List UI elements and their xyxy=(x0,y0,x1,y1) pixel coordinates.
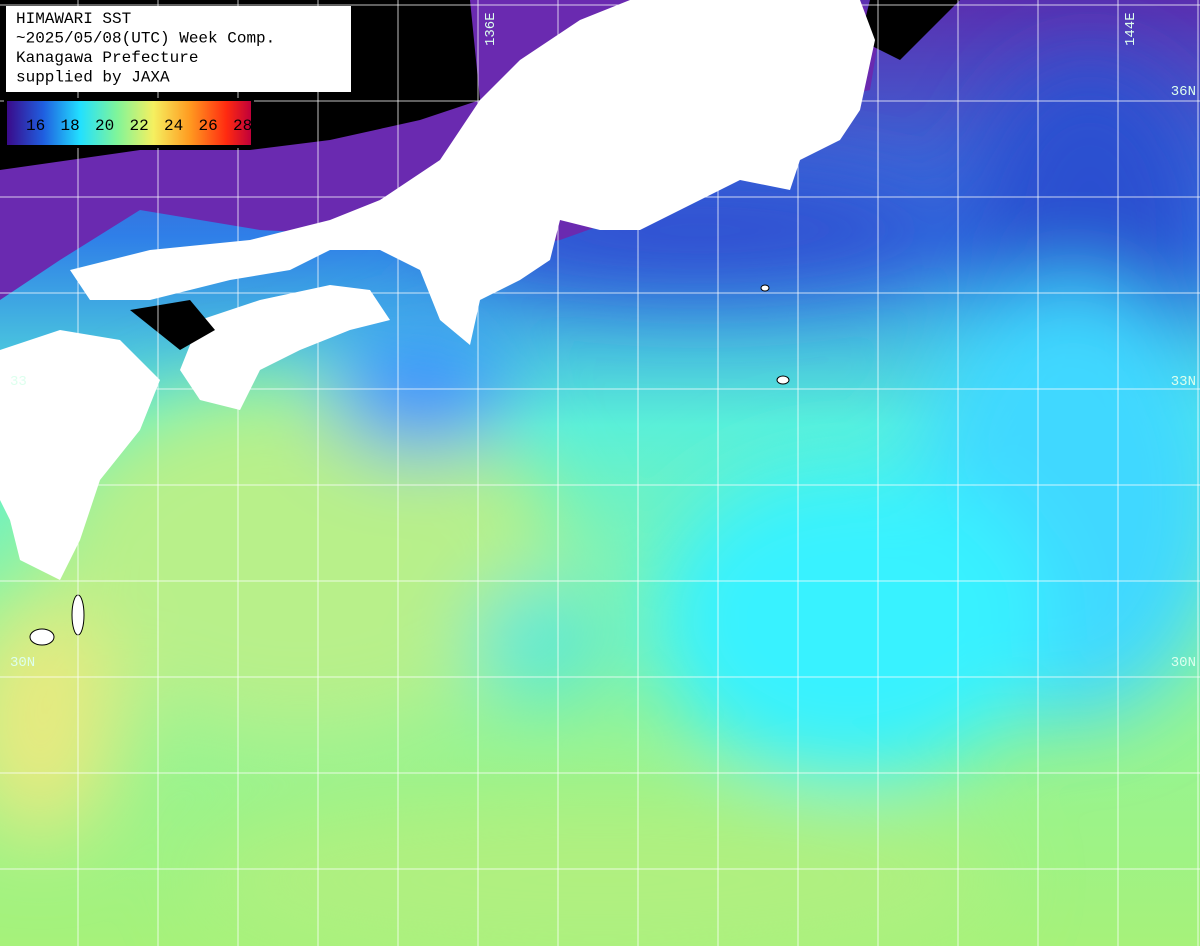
island xyxy=(29,628,55,646)
lat-label: 30N xyxy=(10,655,35,671)
lat-label: 36N xyxy=(1171,84,1196,100)
land-shikoku xyxy=(180,285,390,410)
colorbar-label: 24 xyxy=(164,117,183,135)
land-honshu xyxy=(70,0,875,345)
colorbar-label: 18 xyxy=(61,117,80,135)
island xyxy=(760,284,770,292)
colorbar-label: 20 xyxy=(95,117,114,135)
land-kyushu xyxy=(0,330,160,580)
header-line: HIMAWARI SST xyxy=(16,10,131,28)
colorbar-label: 22 xyxy=(130,117,149,135)
colorbar xyxy=(7,101,251,145)
colorbar-label: 28 xyxy=(233,117,252,135)
header-line: supplied by JAXA xyxy=(16,69,170,87)
lat-label: 33N xyxy=(1171,374,1196,390)
sst-patterns xyxy=(0,60,1200,946)
lon-label: 144E xyxy=(1123,12,1139,46)
header-line: Kanagawa Prefecture xyxy=(16,49,198,67)
header-box xyxy=(6,6,351,92)
header-line: ~2025/05/08(UTC) Week Comp. xyxy=(16,30,275,48)
colorbar-label: 16 xyxy=(26,117,45,135)
no-data-area xyxy=(130,300,215,350)
colorbar-label: 26 xyxy=(199,117,218,135)
no-data-area xyxy=(860,0,960,60)
lat-label: 33 xyxy=(10,374,27,390)
lat-label: 30N xyxy=(1171,655,1196,671)
island xyxy=(776,375,790,385)
header: HIMAWARI SST ~2025/05/08(UTC) Week Comp.K… xyxy=(16,10,275,87)
colorbar-labels: 16 18 20 22 24 26 28 xyxy=(26,117,252,135)
lon-label: 136E xyxy=(483,12,499,46)
